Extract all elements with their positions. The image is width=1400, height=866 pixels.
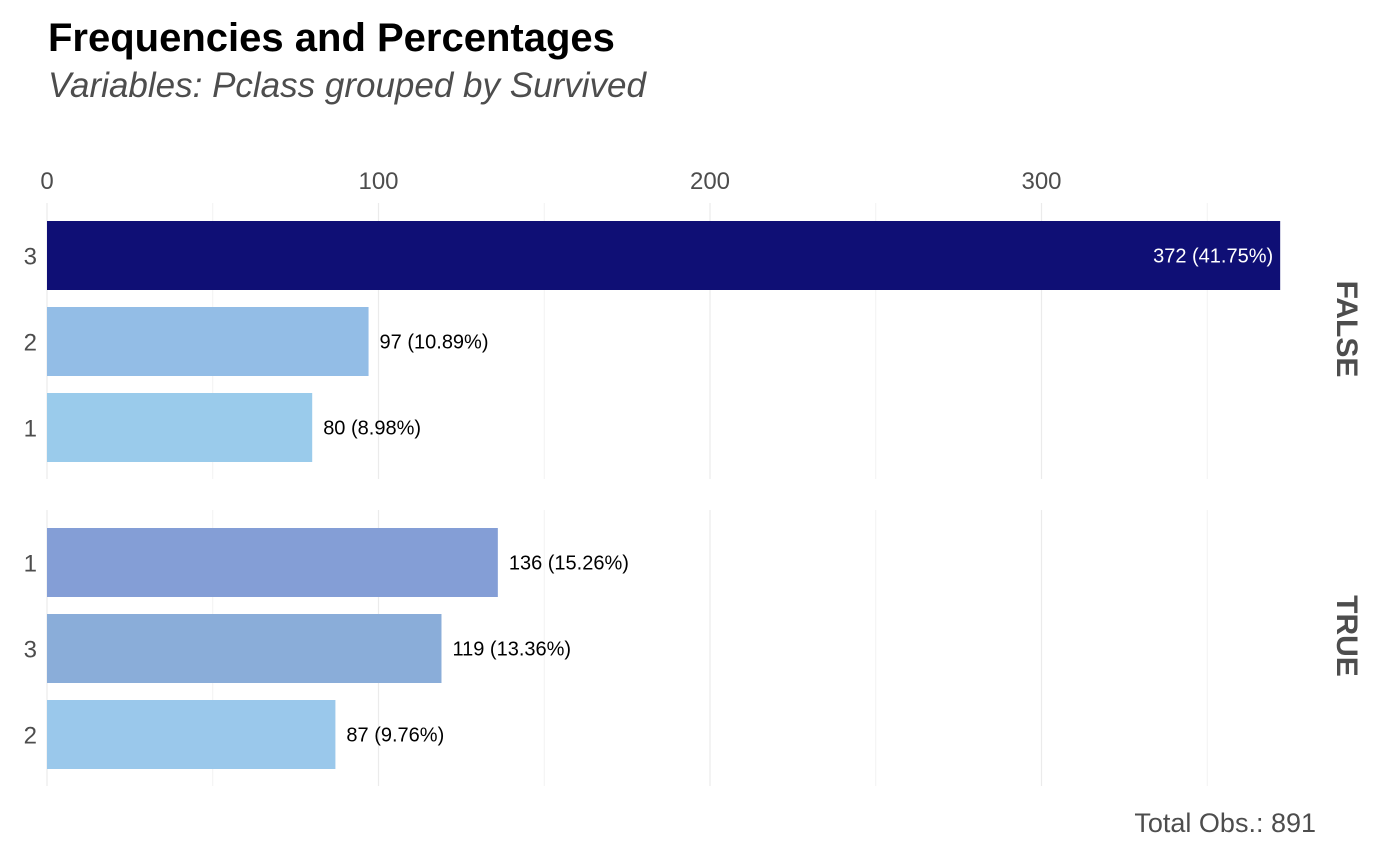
y-tick-label: 3 (24, 637, 37, 664)
facet-strips: FALSE TRUE (1330, 281, 1363, 677)
x-tick-label: 300 (1021, 168, 1061, 195)
bar (47, 528, 498, 597)
facet-strip-label: FALSE (1330, 281, 1363, 378)
chart-title: Frequencies and Percentages (48, 16, 615, 60)
facet-strip-label: TRUE (1330, 595, 1363, 677)
bar (47, 614, 442, 683)
y-tick-label: 1 (24, 416, 37, 443)
y-tick-label: 2 (24, 330, 37, 357)
x-axis: 0 100 200 300 3 2 1 1 3 2 (24, 168, 1062, 750)
chart-subtitle: Variables: Pclass grouped by Survived (48, 66, 646, 105)
bar (47, 700, 336, 769)
grid-lines (46, 203, 1208, 786)
x-tick-label: 100 (358, 168, 398, 195)
bar (47, 393, 313, 462)
y-tick-label: 1 (24, 551, 37, 578)
bar-value-label: 97 (10.89%) (380, 332, 489, 354)
bar-labels: 372 (41.75%) 97 (10.89%) 80 (8.98%) 136 (15… (323, 246, 1273, 747)
bar (47, 307, 369, 376)
bar-value-label: 80 (8.98%) (323, 418, 421, 440)
y-tick-label: 2 (24, 723, 37, 750)
x-tick-label: 200 (690, 168, 730, 195)
x-tick-label: 0 (40, 168, 53, 195)
y-tick-label: 3 (24, 244, 37, 271)
bars (47, 221, 1281, 769)
total-observations: Total Obs.: 891 (1134, 808, 1316, 838)
bar-value-label: 372 (41.75%) (1153, 246, 1273, 268)
bar-value-label: 119 (13.36%) (452, 639, 571, 661)
bar-value-label: 87 (9.76%) (346, 725, 444, 747)
bar (47, 221, 1281, 290)
bar-value-label: 136 (15.26%) (509, 553, 629, 575)
